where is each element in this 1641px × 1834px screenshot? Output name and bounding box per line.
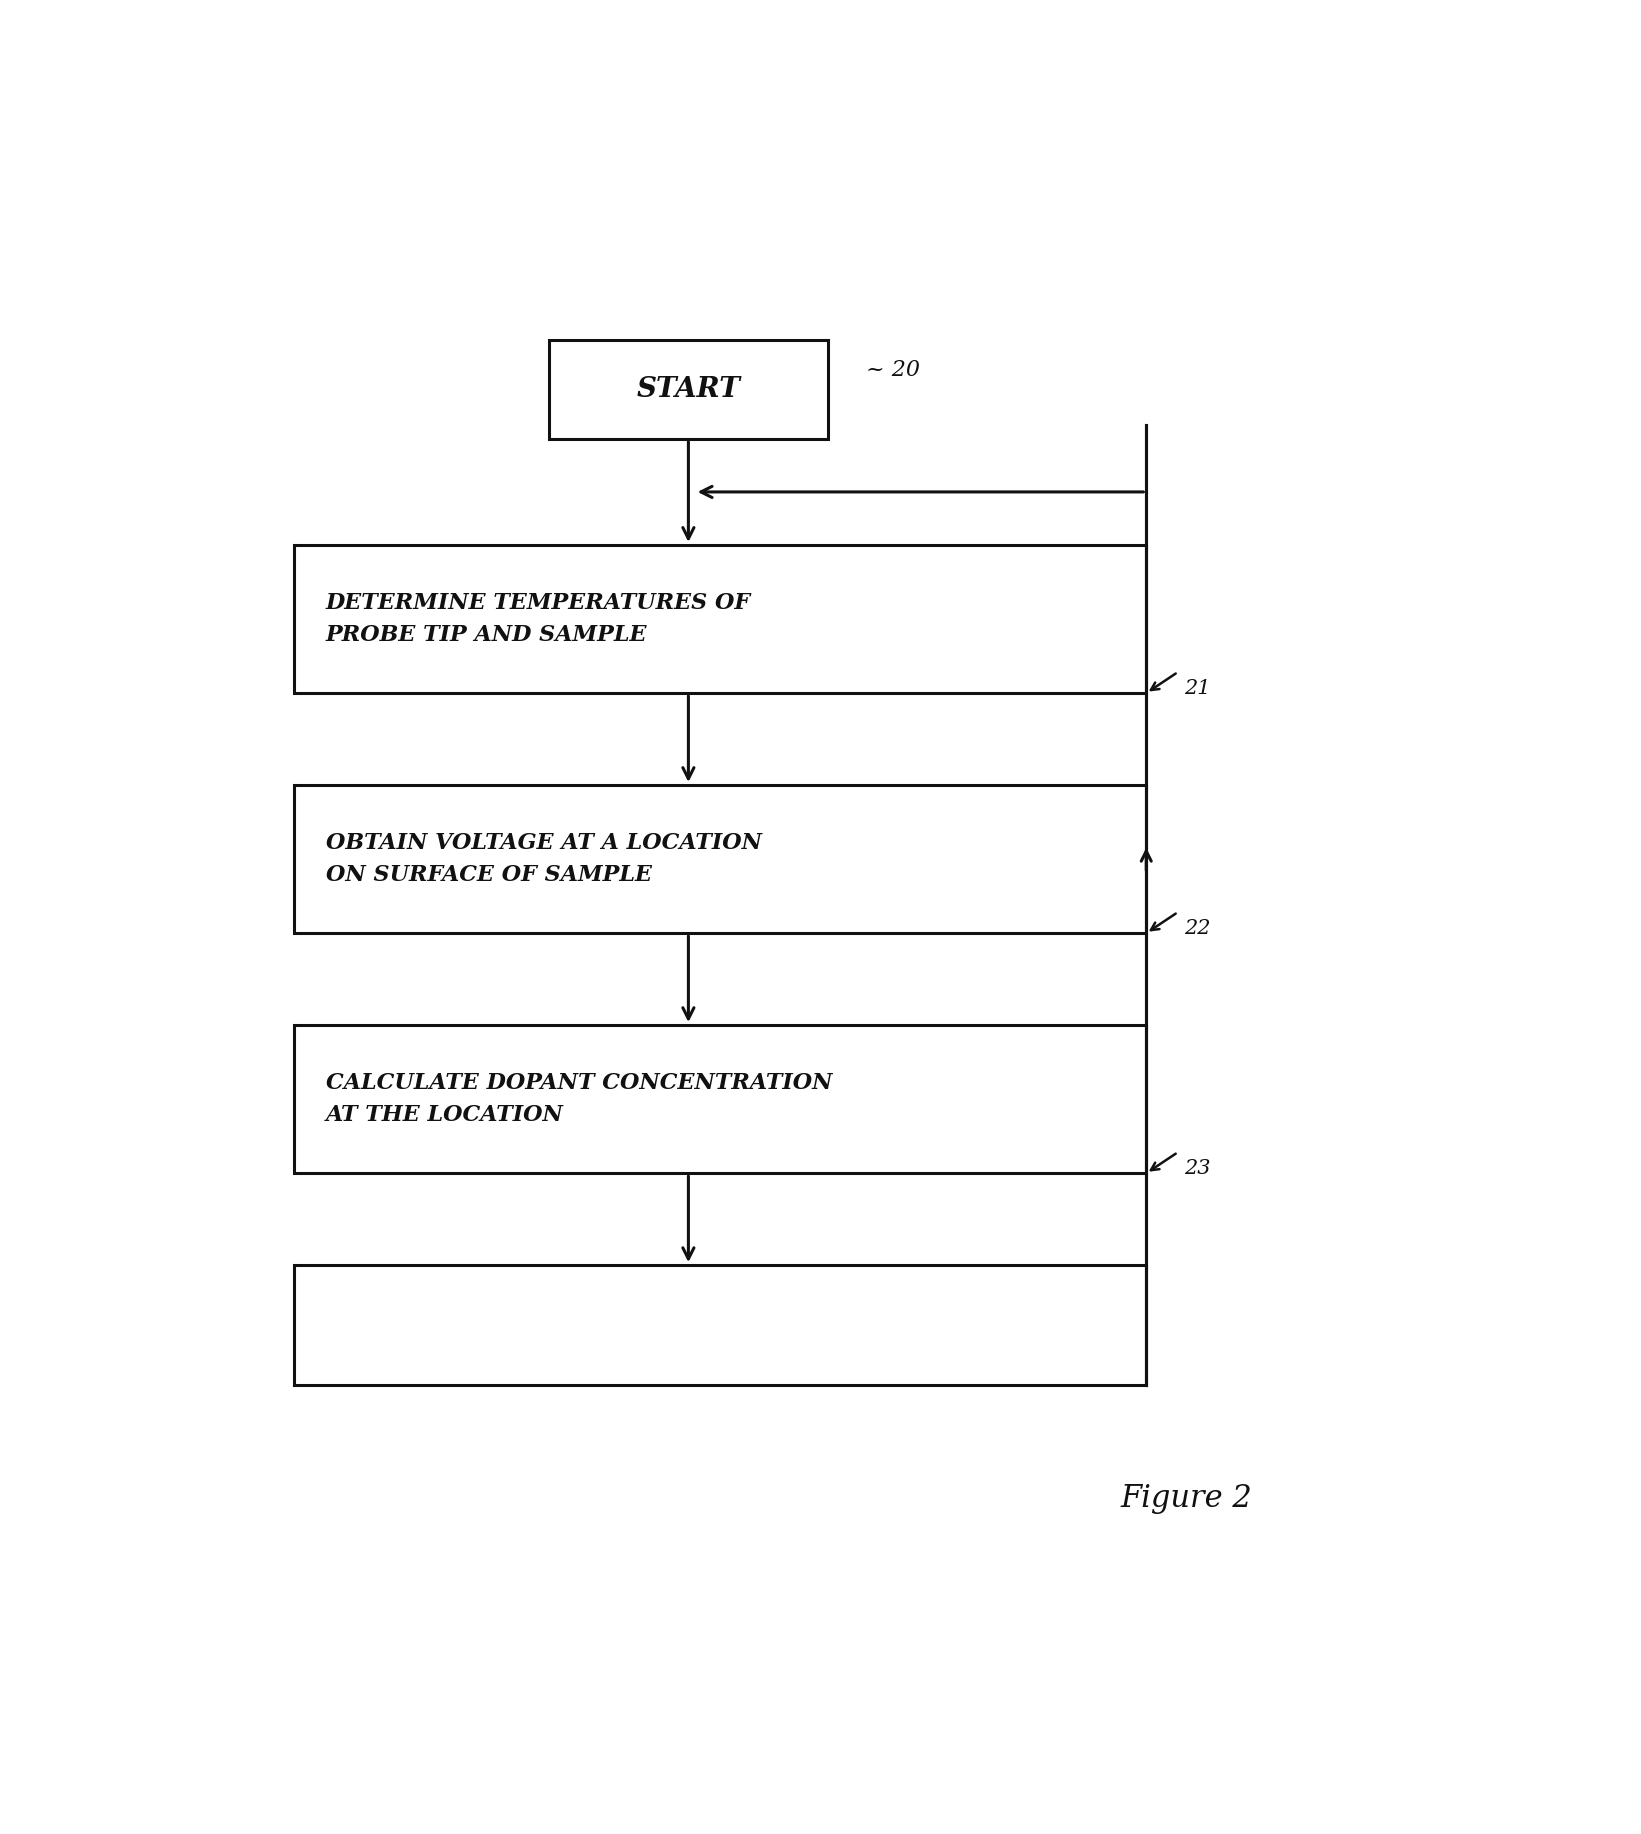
FancyBboxPatch shape [294, 545, 1145, 693]
Text: 23: 23 [1185, 1159, 1211, 1177]
FancyBboxPatch shape [294, 1265, 1145, 1385]
Text: 22: 22 [1185, 919, 1211, 939]
FancyBboxPatch shape [294, 1025, 1145, 1174]
Text: 21: 21 [1185, 679, 1211, 699]
Text: Figure 2: Figure 2 [1121, 1482, 1252, 1513]
Text: OBTAIN VOLTAGE AT A LOCATION
ON SURFACE OF SAMPLE: OBTAIN VOLTAGE AT A LOCATION ON SURFACE … [327, 833, 761, 886]
Text: DETERMINE TEMPERATURES OF
PROBE TIP AND SAMPLE: DETERMINE TEMPERATURES OF PROBE TIP AND … [327, 592, 752, 646]
FancyBboxPatch shape [548, 339, 829, 438]
Text: START: START [637, 376, 740, 403]
FancyBboxPatch shape [294, 785, 1145, 934]
Text: ~ 20: ~ 20 [866, 359, 921, 381]
Text: CALCULATE DOPANT CONCENTRATION
AT THE LOCATION: CALCULATE DOPANT CONCENTRATION AT THE LO… [327, 1073, 832, 1126]
